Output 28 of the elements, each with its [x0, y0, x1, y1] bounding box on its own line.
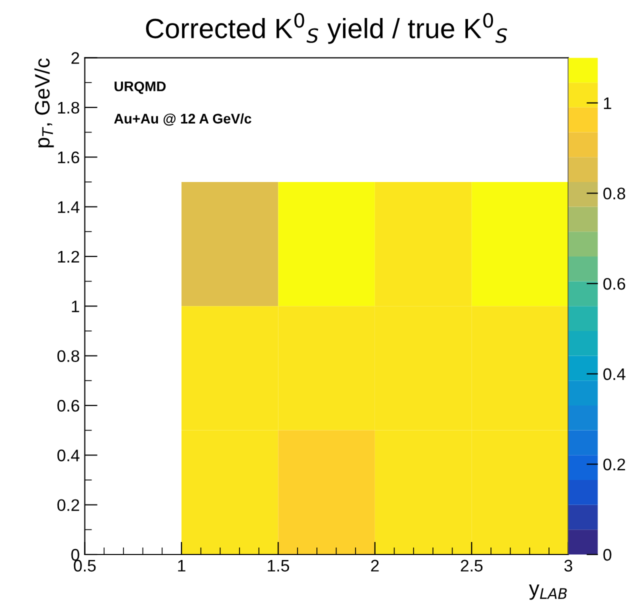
y-tick-label: 2 [71, 52, 80, 64]
x-tick-label: 3 [564, 560, 572, 572]
annotation: Au+Au @ 12 A GeV/c [114, 113, 252, 126]
x-tick-label: 2 [371, 560, 379, 572]
x-tick-label: 1.5 [268, 560, 290, 572]
color-bar-label: 0 [603, 548, 612, 561]
color-bar-label: 0.2 [603, 458, 626, 470]
x-tick-label: 2.5 [460, 560, 483, 572]
color-bar-label: 1 [604, 97, 612, 109]
color-bar-label: 0.6 [603, 278, 626, 290]
annotation: URQMD [114, 81, 166, 94]
y-tick-label: 0 [71, 548, 80, 561]
color-bar-label: 0.4 [603, 368, 626, 380]
y-tick-label: 1 [72, 300, 80, 312]
y-tick-label: 0.8 [57, 350, 80, 362]
x-tick-label: 0.5 [74, 560, 96, 572]
y-tick-label: 1.4 [58, 201, 80, 213]
color-bar-label: 0.8 [603, 188, 626, 200]
y-tick-label: 1.8 [58, 102, 80, 114]
y-tick-label: 0.2 [57, 499, 80, 512]
x-axis-title: y$_{LAB}$ [529, 584, 567, 600]
y-axis-title: p$_{T}$, GeV/c [34, 58, 54, 148]
y-tick-label: 1.6 [58, 152, 80, 164]
y-tick-label: 0.6 [57, 400, 80, 412]
y-tick-label: 1.2 [58, 250, 80, 262]
y-tick-label: 0.4 [57, 450, 80, 462]
chart-title: Corrected K$^{0}$$_{S}$ yield / true K$^{0}$$_{S}$ [146, 13, 508, 44]
x-tick-label: 1 [178, 560, 186, 572]
